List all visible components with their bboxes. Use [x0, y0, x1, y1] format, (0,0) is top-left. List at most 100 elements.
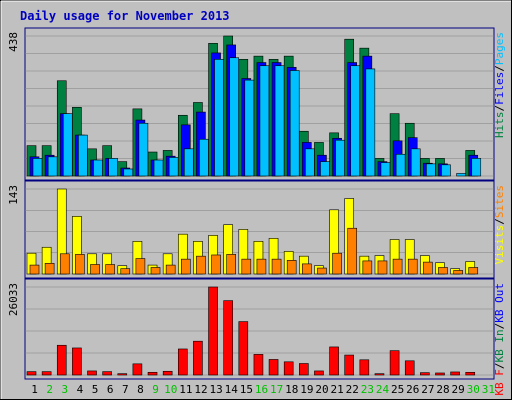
- bar-pages: [93, 159, 103, 177]
- bar-kb-f: [223, 300, 233, 376]
- day-label: 19: [300, 383, 313, 396]
- legend-entry: KB F: [493, 369, 506, 396]
- bar-kb-f: [208, 286, 218, 376]
- bar-sites: [468, 267, 479, 275]
- bar-sites: [211, 254, 221, 275]
- legend-entry: /: [493, 105, 506, 112]
- day-label: 21: [331, 383, 344, 396]
- bar-kb-f: [26, 371, 37, 376]
- bar-pages: [153, 159, 164, 177]
- chart-title: Daily usage for November 2013: [20, 9, 230, 23]
- panel-legend: KB F/KB In/KB Out: [493, 283, 506, 396]
- bar-kb-f: [450, 371, 460, 376]
- day-label: 23: [361, 383, 374, 396]
- bar-sites: [150, 267, 161, 275]
- bar-pages: [380, 162, 391, 177]
- day-label: 7: [122, 383, 129, 396]
- day-label: 18: [285, 383, 298, 396]
- day-label: 30: [467, 383, 480, 396]
- day-label: 29: [452, 383, 465, 396]
- legend-entry: Files: [493, 72, 506, 105]
- panel-max-label: 438: [7, 32, 20, 52]
- day-label: 20: [315, 383, 328, 396]
- bar-pages: [78, 134, 88, 177]
- day-label: 25: [391, 383, 404, 396]
- bar-pages: [441, 164, 451, 177]
- day-label: 16: [255, 383, 268, 396]
- day-label: 27: [421, 383, 434, 396]
- bar-sites: [180, 258, 191, 275]
- day-label: 17: [270, 383, 283, 396]
- bar-kb-f: [87, 370, 97, 376]
- bar-sites: [90, 264, 100, 275]
- day-label: 4: [77, 383, 84, 396]
- panel-legend: Visits/Sites: [493, 185, 506, 265]
- bar-kb-f: [147, 371, 158, 376]
- bar-pages: [183, 148, 194, 177]
- bar-pages: [395, 153, 406, 177]
- day-label: 11: [179, 383, 192, 396]
- bar-sites: [75, 254, 85, 275]
- legend-entry: KB Out: [493, 283, 506, 323]
- legend-entry: Sites: [493, 185, 506, 218]
- bar-pages: [410, 148, 421, 177]
- bar-kb-f: [193, 340, 203, 376]
- bar-sites: [196, 255, 206, 275]
- bar-sites: [165, 264, 176, 275]
- legend-entry: /: [493, 323, 506, 330]
- legend-entry: /: [493, 363, 506, 370]
- bar-sites: [362, 260, 373, 275]
- bar-kb-f: [359, 359, 370, 376]
- day-label: 5: [92, 383, 99, 396]
- bar-pages: [138, 122, 149, 177]
- day-label: 14: [225, 383, 239, 396]
- bar-sites: [29, 264, 40, 275]
- bar-sites: [256, 258, 267, 275]
- bar-sites: [423, 261, 433, 275]
- bar-pages: [108, 158, 118, 177]
- bar-pages: [199, 138, 209, 177]
- panel-max-label: 143: [7, 185, 20, 205]
- legend-entry: KB In: [493, 329, 506, 362]
- bar-kb-f: [420, 372, 430, 376]
- day-label: 28: [436, 383, 449, 396]
- bar-kb-f: [177, 348, 188, 376]
- bar-kb-f: [56, 344, 67, 376]
- day-label: 3: [62, 383, 69, 396]
- bar-kb-f: [268, 359, 279, 376]
- day-label: 6: [107, 383, 114, 396]
- bar-pages: [244, 79, 255, 177]
- day-label: 22: [346, 383, 359, 396]
- bar-sites: [286, 260, 297, 275]
- panel-max-label: 26033: [7, 283, 20, 316]
- bar-pages: [214, 59, 224, 177]
- day-label: 24: [376, 383, 390, 396]
- legend-entry: /: [493, 218, 506, 225]
- bar-kb-f: [299, 363, 309, 376]
- bar-sites: [44, 263, 55, 275]
- bar-kb-f: [41, 371, 52, 376]
- bar-sites: [226, 254, 236, 275]
- panel-legend: Hits/Files/Pages: [493, 32, 506, 138]
- bar-sites: [241, 258, 252, 275]
- bar-sites: [347, 227, 358, 275]
- day-label: 15: [240, 383, 253, 396]
- bar-sites: [407, 258, 418, 275]
- bar-pages: [471, 158, 482, 177]
- bar-pages: [229, 57, 239, 177]
- bar-pages: [320, 161, 330, 177]
- bar-sites: [120, 268, 131, 275]
- bar-sites: [392, 258, 403, 275]
- bar-pages: [47, 156, 58, 177]
- bar-sites: [135, 258, 146, 275]
- bar-kb-f: [117, 373, 128, 376]
- bar-kb-f: [374, 373, 385, 376]
- day-label: 31: [482, 383, 495, 396]
- bar-kb-f: [344, 354, 355, 376]
- bar-kb-f: [404, 360, 415, 376]
- bar-kb-f: [162, 370, 173, 376]
- bar-kb-f: [132, 363, 143, 376]
- bar-pages: [350, 65, 361, 177]
- bar-kb-f: [435, 372, 445, 376]
